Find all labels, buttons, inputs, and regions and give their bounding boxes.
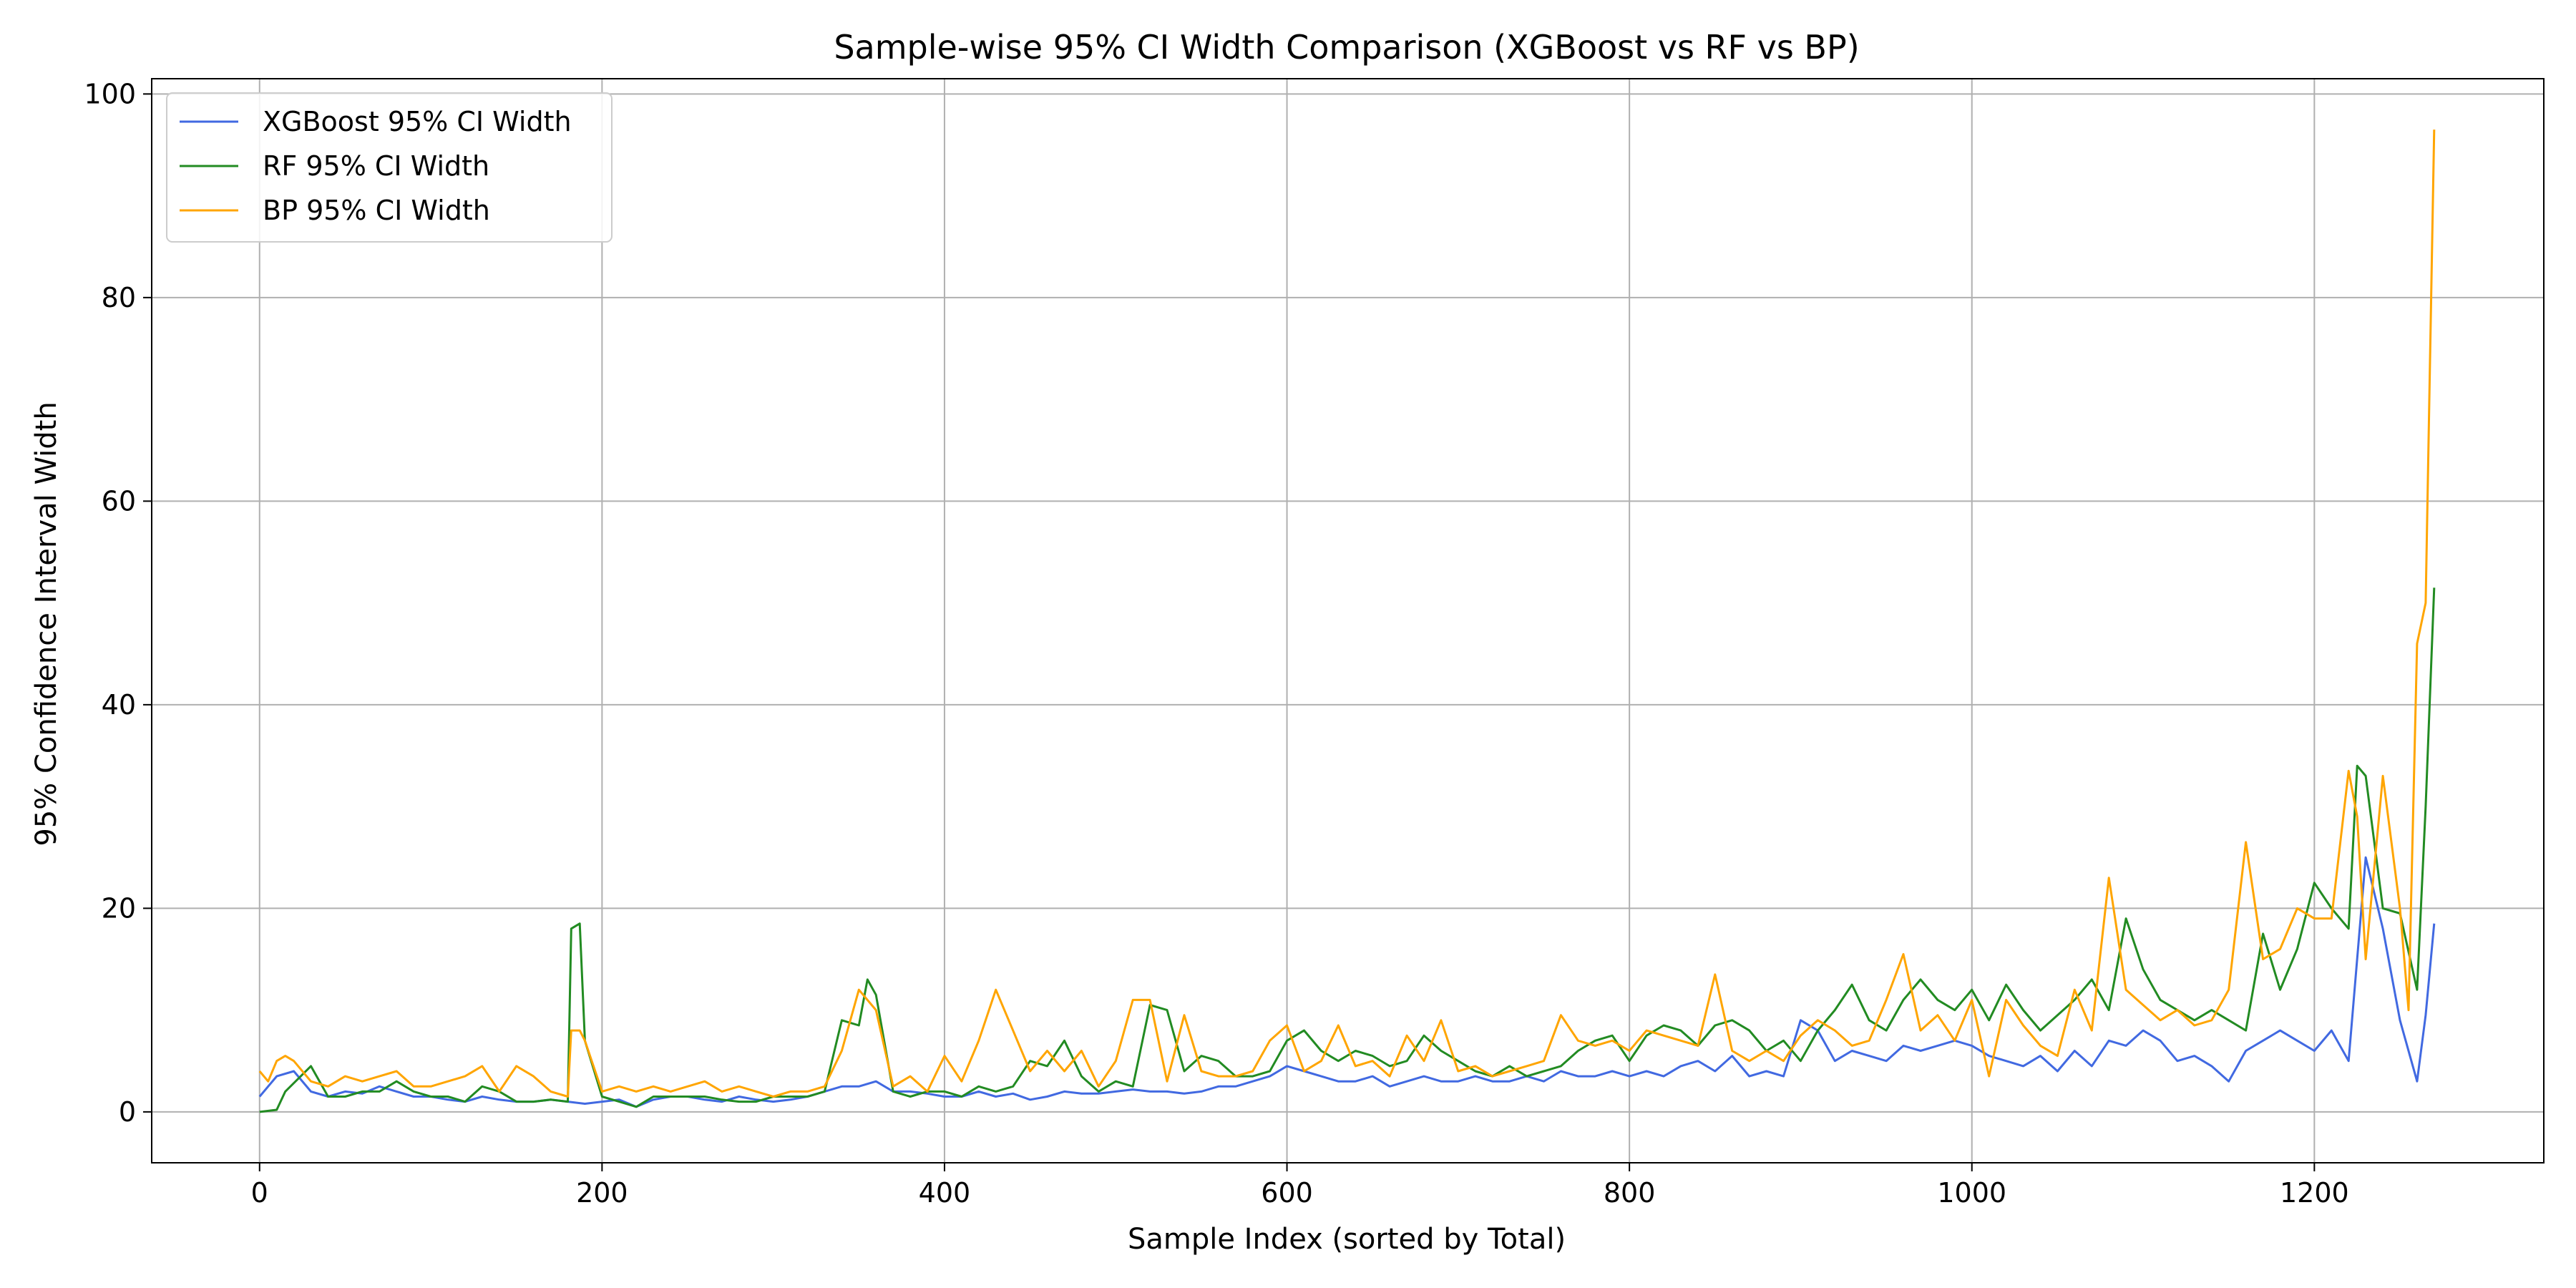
series-lines [258, 130, 2436, 1113]
y-tick-label: 40 [102, 689, 136, 721]
legend-box [166, 92, 613, 243]
y-tick-label: 0 [119, 1096, 136, 1128]
y-tick-label: 80 [102, 282, 136, 313]
y-tick-label: 60 [102, 485, 136, 517]
chart-title: Sample-wise 95% CI Width Comparison (XGB… [834, 28, 1859, 67]
grid [152, 79, 2544, 1163]
x-tick-label: 1000 [1937, 1177, 2006, 1209]
y-tick-label: 100 [84, 78, 136, 109]
x-tick-label: 800 [1604, 1177, 1656, 1209]
legend-label: BP 95% CI Width [263, 195, 490, 226]
x-tick-label: 200 [576, 1177, 628, 1209]
x-tick-label: 400 [919, 1177, 971, 1209]
x-tick-label: 600 [1261, 1177, 1313, 1209]
x-tick-label: 0 [251, 1177, 268, 1209]
bp-line [258, 130, 2436, 1098]
rf-line [259, 587, 2436, 1113]
x-axis-label: Sample Index (sorted by Total) [1128, 1223, 1566, 1256]
xgboost-line [258, 856, 2436, 1108]
y-tick-label: 20 [102, 892, 136, 924]
legend-label: RF 95% CI Width [263, 150, 489, 182]
x-tick-label: 1200 [2280, 1177, 2349, 1209]
axis-ticks: 0 200 400 600 800 1000 1200 0 20 40 60 80 100 [84, 78, 2348, 1209]
plot-area-frame [151, 78, 2545, 1163]
legend-label: XGBoost 95% CI Width [263, 106, 572, 137]
legend: XGBoost 95% CI Width RF 95% CI Width BP 95… [166, 92, 613, 243]
y-axis-label: 95% Confidence Interval Width [30, 401, 63, 846]
